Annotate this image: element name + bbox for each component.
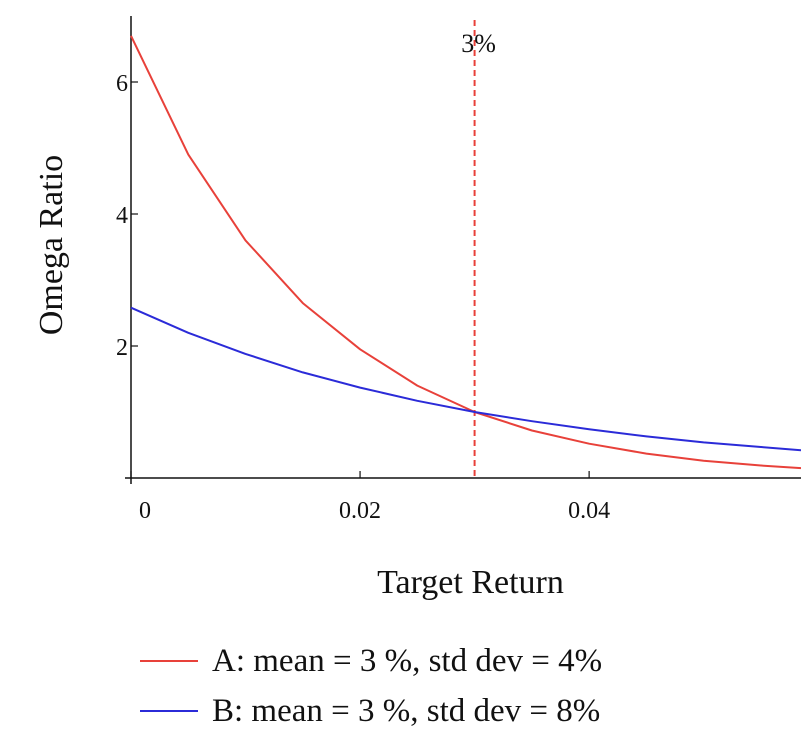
reference-line-group: 3% — [461, 20, 496, 478]
x-tick-label: 0.04 — [568, 498, 610, 524]
legend-swatch-a — [140, 660, 198, 662]
y-tick-label: 6 — [116, 71, 128, 97]
reference-line-label: 3% — [461, 29, 496, 58]
series-line-b — [130, 306, 801, 452]
legend-item-a: A: mean = 3 %, std dev = 4% — [140, 636, 602, 686]
y-tick-label: 2 — [116, 335, 128, 361]
x-tick-label: 0 — [139, 498, 151, 524]
legend-swatch-b — [140, 710, 198, 712]
x-tick-label: 0.02 — [339, 498, 381, 524]
axes — [125, 16, 801, 484]
legend: A: mean = 3 %, std dev = 4% B: mean = 3 … — [140, 636, 602, 736]
legend-label-b: B: mean = 3 %, std dev = 8% — [212, 692, 601, 729]
x-axis-title: Target Return — [377, 564, 564, 601]
y-tick-label: 4 — [116, 203, 128, 229]
legend-label-a: A: mean = 3 %, std dev = 4% — [212, 642, 603, 679]
legend-item-b: B: mean = 3 %, std dev = 8% — [140, 686, 602, 736]
series-group — [130, 35, 801, 470]
y-axis-title: Omega Ratio — [33, 154, 70, 336]
series-line-a — [130, 35, 801, 470]
ticks-group: 0 0.02 0.04 2 4 6 — [116, 71, 610, 524]
